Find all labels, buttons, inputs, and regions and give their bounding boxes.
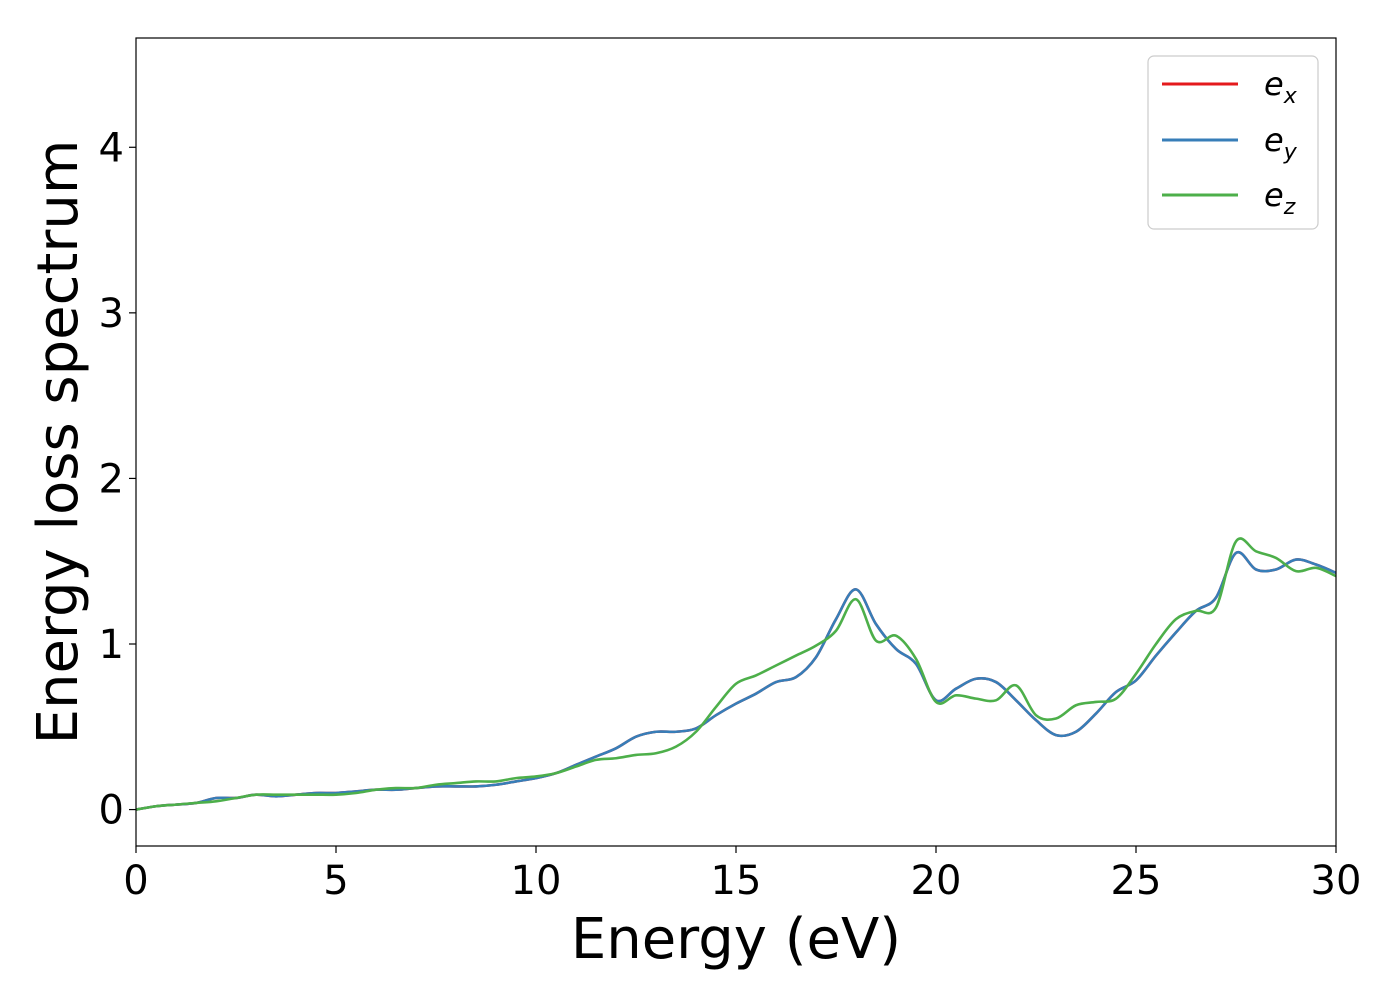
x-tick-label: 15: [711, 858, 762, 904]
plot-frame: [135, 37, 1337, 847]
x-tick-label: 30: [1311, 858, 1362, 904]
x-axis-title: Energy (eV): [571, 907, 901, 972]
tick-layer: 0 5 10 15 20 25 30 0 1 2 3 4: [99, 125, 1362, 904]
x-tick-label: 20: [911, 858, 962, 904]
y-tick-label: 1: [99, 622, 124, 668]
series-layer: [136, 537, 1336, 811]
series-line-ey: [136, 550, 1336, 811]
x-tick-label: 0: [123, 858, 148, 904]
y-tick-label: 4: [99, 125, 124, 171]
x-tick-label: 5: [323, 858, 348, 904]
legend-label-ey: ey: [1264, 121, 1298, 165]
y-tick-label: 3: [99, 291, 124, 337]
legend-label-ex: ex: [1264, 65, 1298, 109]
legend: ex ey ez: [1147, 55, 1319, 230]
y-tick-label: 0: [99, 788, 124, 834]
y-tick-label: 2: [99, 456, 124, 502]
y-axis-title: Energy loss spectrum: [26, 140, 91, 745]
x-tick-label: 10: [511, 858, 562, 904]
plot-area: [136, 38, 1336, 846]
series-line-ez: [136, 537, 1336, 811]
legend-frame: [1147, 55, 1319, 230]
legend-label-ez: ez: [1264, 176, 1296, 220]
x-tick-label: 25: [1111, 858, 1162, 904]
